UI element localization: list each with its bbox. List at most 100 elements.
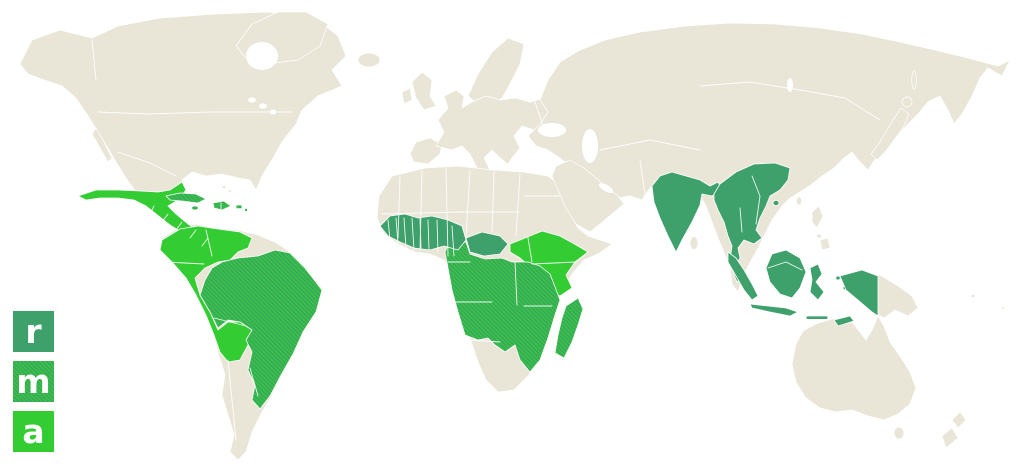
border-central-america-1 bbox=[149, 205, 155, 215]
border-central-america-4 bbox=[189, 229, 197, 239]
legend-item-arabica: a bbox=[13, 411, 54, 452]
border-us-mexico bbox=[117, 151, 177, 177]
region-madagascar bbox=[554, 297, 584, 359]
border-colombia-ecuador bbox=[165, 261, 205, 265]
border-nigeria-cameroon bbox=[451, 225, 455, 257]
region-central-africa bbox=[444, 239, 561, 373]
region-luzon bbox=[811, 205, 824, 229]
region-scandinavia bbox=[467, 37, 525, 107]
border-central-america-2 bbox=[161, 213, 169, 223]
legend-swatch-mixed bbox=[13, 361, 54, 402]
border-southern-africa bbox=[469, 339, 501, 343]
black-sea bbox=[538, 123, 566, 137]
region-moluccas bbox=[835, 275, 841, 281]
region-hainan bbox=[772, 199, 780, 206]
persian-gulf bbox=[598, 183, 614, 193]
great-lake-2 bbox=[259, 103, 267, 109]
legend-swatch-robusta bbox=[13, 311, 54, 352]
border-europe-russia bbox=[521, 63, 545, 129]
border-sahara-1 bbox=[397, 175, 401, 239]
legend-item-robusta: r bbox=[13, 311, 54, 352]
region-lesser-antilles bbox=[243, 207, 248, 212]
legend-label-robusta: r bbox=[25, 312, 42, 351]
region-lesser-sunda bbox=[805, 315, 829, 320]
region-west-new-guinea bbox=[839, 269, 879, 317]
region-pacific-island-2 bbox=[1001, 306, 1005, 310]
border-sahel bbox=[381, 211, 521, 215]
region-sri-lanka bbox=[689, 236, 699, 250]
border-sahara-5 bbox=[491, 171, 495, 233]
region-cuba bbox=[165, 192, 207, 204]
legend-swatch-arabica bbox=[13, 411, 54, 452]
region-tasmania bbox=[893, 426, 905, 440]
border-argentina-chile bbox=[227, 359, 237, 441]
region-sulawesi bbox=[809, 263, 825, 301]
country-borders bbox=[91, 39, 881, 441]
region-bahamas-2 bbox=[227, 189, 233, 193]
border-west-africa-3 bbox=[403, 217, 407, 249]
great-lake-1 bbox=[248, 97, 256, 103]
hudson-bay bbox=[246, 42, 278, 70]
region-mindanao bbox=[819, 237, 831, 251]
region-iberia bbox=[409, 137, 443, 165]
region-south-china-indochina bbox=[713, 162, 791, 269]
border-west-africa-7 bbox=[436, 219, 439, 253]
border-west-africa-2 bbox=[395, 217, 399, 245]
growing-regions bbox=[77, 162, 879, 410]
border-iran-pakistan bbox=[639, 159, 646, 196]
region-sakhalin bbox=[911, 70, 917, 90]
region-west-africa bbox=[379, 213, 467, 251]
lake-baikal bbox=[787, 78, 793, 92]
region-hokkaido bbox=[901, 96, 913, 108]
border-thailand bbox=[739, 207, 743, 233]
border-west-africa-4 bbox=[411, 217, 415, 251]
region-puerto-rico bbox=[235, 204, 243, 209]
legend-label-arabica: a bbox=[22, 412, 44, 451]
region-central-african-republic bbox=[465, 231, 509, 257]
legend-item-mixed: m bbox=[13, 361, 54, 402]
region-australia bbox=[791, 315, 917, 421]
region-taiwan bbox=[796, 196, 802, 206]
region-asia bbox=[527, 22, 1011, 293]
region-sumatra bbox=[727, 251, 759, 301]
border-vietnam-laos bbox=[751, 175, 761, 225]
region-pacific-island bbox=[970, 294, 976, 298]
region-india bbox=[651, 171, 723, 253]
border-sahara-4 bbox=[465, 169, 471, 239]
border-ethiopia-kenya bbox=[531, 261, 577, 265]
region-bahamas bbox=[221, 185, 227, 189]
border-sahara-6 bbox=[515, 173, 521, 237]
border-west-africa-1 bbox=[387, 219, 391, 241]
border-colombia-venezuela bbox=[205, 229, 213, 257]
region-ireland bbox=[401, 87, 413, 105]
inland-water bbox=[246, 42, 793, 280]
border-west-africa-6 bbox=[427, 219, 430, 251]
border-mongolia bbox=[699, 81, 846, 99]
region-british-isles bbox=[411, 71, 437, 111]
caspian-sea bbox=[582, 129, 598, 163]
region-new-zealand-south bbox=[941, 427, 959, 449]
legend: r m a bbox=[13, 311, 54, 452]
region-new-zealand-north bbox=[951, 411, 967, 429]
border-peru-bolivia bbox=[213, 317, 247, 327]
region-baja-california bbox=[91, 127, 113, 163]
border-west-africa-5 bbox=[419, 217, 422, 249]
border-central-america-3 bbox=[175, 221, 183, 231]
border-borneo-malaysia bbox=[767, 261, 803, 271]
region-timor bbox=[833, 315, 855, 327]
border-drc-tanzania bbox=[514, 261, 518, 306]
border-central-asia bbox=[599, 139, 701, 151]
region-japan bbox=[870, 107, 910, 161]
border-us-canada bbox=[97, 111, 293, 115]
border-paraguay bbox=[249, 367, 259, 397]
legend-label-mixed: m bbox=[16, 362, 50, 401]
region-java bbox=[749, 303, 799, 317]
region-hispaniola bbox=[212, 200, 232, 211]
border-russia-china-east bbox=[844, 97, 881, 121]
border-alaska-canada bbox=[91, 39, 97, 81]
region-arabia bbox=[551, 159, 625, 233]
border-south-sudan-ethiopia bbox=[527, 237, 533, 263]
border-central-america-5 bbox=[201, 237, 209, 247]
region-iceland bbox=[357, 52, 381, 68]
